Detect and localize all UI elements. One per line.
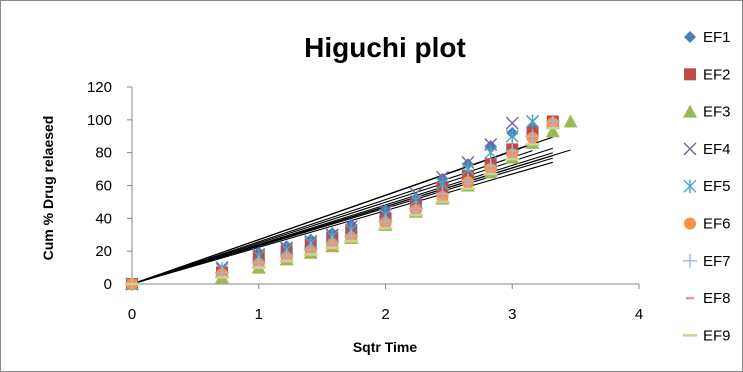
trendline-layer — [131, 136, 571, 285]
legend-label-ef7: EF7 — [703, 253, 731, 270]
y-tick-label: 20 — [95, 243, 112, 260]
y-tick-label: 100 — [87, 112, 112, 129]
x-tick-label: 0 — [128, 306, 136, 323]
data-point-ef7 — [408, 201, 423, 216]
legend-marker-ef3 — [683, 104, 697, 118]
legend-label-ef9: EF9 — [703, 327, 731, 344]
y-tick-label: 80 — [95, 145, 112, 162]
legend-marker-ef4 — [683, 142, 697, 156]
trendline-ef2 — [131, 147, 553, 285]
legend-marker-ef2 — [684, 68, 696, 81]
x-tick-label: 4 — [635, 306, 643, 323]
data-point-ef7 — [545, 114, 560, 129]
legend-label-ef8: EF8 — [703, 290, 731, 307]
legend-label-ef4: EF4 — [703, 141, 731, 158]
y-tick-label: 0 — [104, 276, 112, 293]
y-axis-label: Cum % Drug relaesed — [40, 116, 56, 261]
data-point-ef3 — [563, 114, 578, 128]
data-point-ef5 — [505, 129, 519, 144]
trendline-ef9 — [131, 161, 553, 285]
legend-marker-ef7 — [683, 253, 697, 268]
legend-label-ef2: EF2 — [703, 66, 731, 83]
data-point-ef7 — [378, 214, 393, 229]
legend-marker-ef1 — [684, 31, 696, 43]
x-tick-label: 3 — [508, 306, 516, 323]
legend-marker-ef5 — [683, 179, 697, 194]
legend: EF1 EF2 EF3 EF4 EF5 EF6 EF7 EF8 EF9 — [683, 29, 731, 344]
x-tick-label: 2 — [381, 306, 389, 323]
legend-label-ef3: EF3 — [703, 104, 731, 121]
trendline-ef8 — [131, 157, 553, 285]
legend-label-ef5: EF5 — [703, 178, 731, 195]
data-point-ef4 — [505, 116, 519, 130]
axes-layer: 0 20 40 60 80 100 120 0 1 2 3 4 — [87, 79, 643, 323]
x-tick-label: 1 — [255, 306, 263, 323]
data-point-ef7 — [460, 173, 475, 188]
data-point-ef5 — [484, 145, 498, 160]
chart-title: Higuchi plot — [304, 32, 466, 63]
y-tick-label: 60 — [95, 178, 112, 195]
data-point-ef5 — [526, 114, 540, 129]
x-axis-label: Sqtr Time — [353, 339, 418, 355]
legend-label-ef1: EF1 — [703, 29, 731, 46]
trendline-ef7 — [131, 152, 553, 285]
y-tick-label: 120 — [87, 79, 112, 96]
marker-layer — [125, 114, 578, 291]
y-tick-label: 40 — [95, 210, 112, 227]
legend-label-ef6: EF6 — [703, 216, 731, 233]
data-point-ef3 — [545, 124, 560, 138]
legend-marker-ef6 — [684, 217, 696, 230]
